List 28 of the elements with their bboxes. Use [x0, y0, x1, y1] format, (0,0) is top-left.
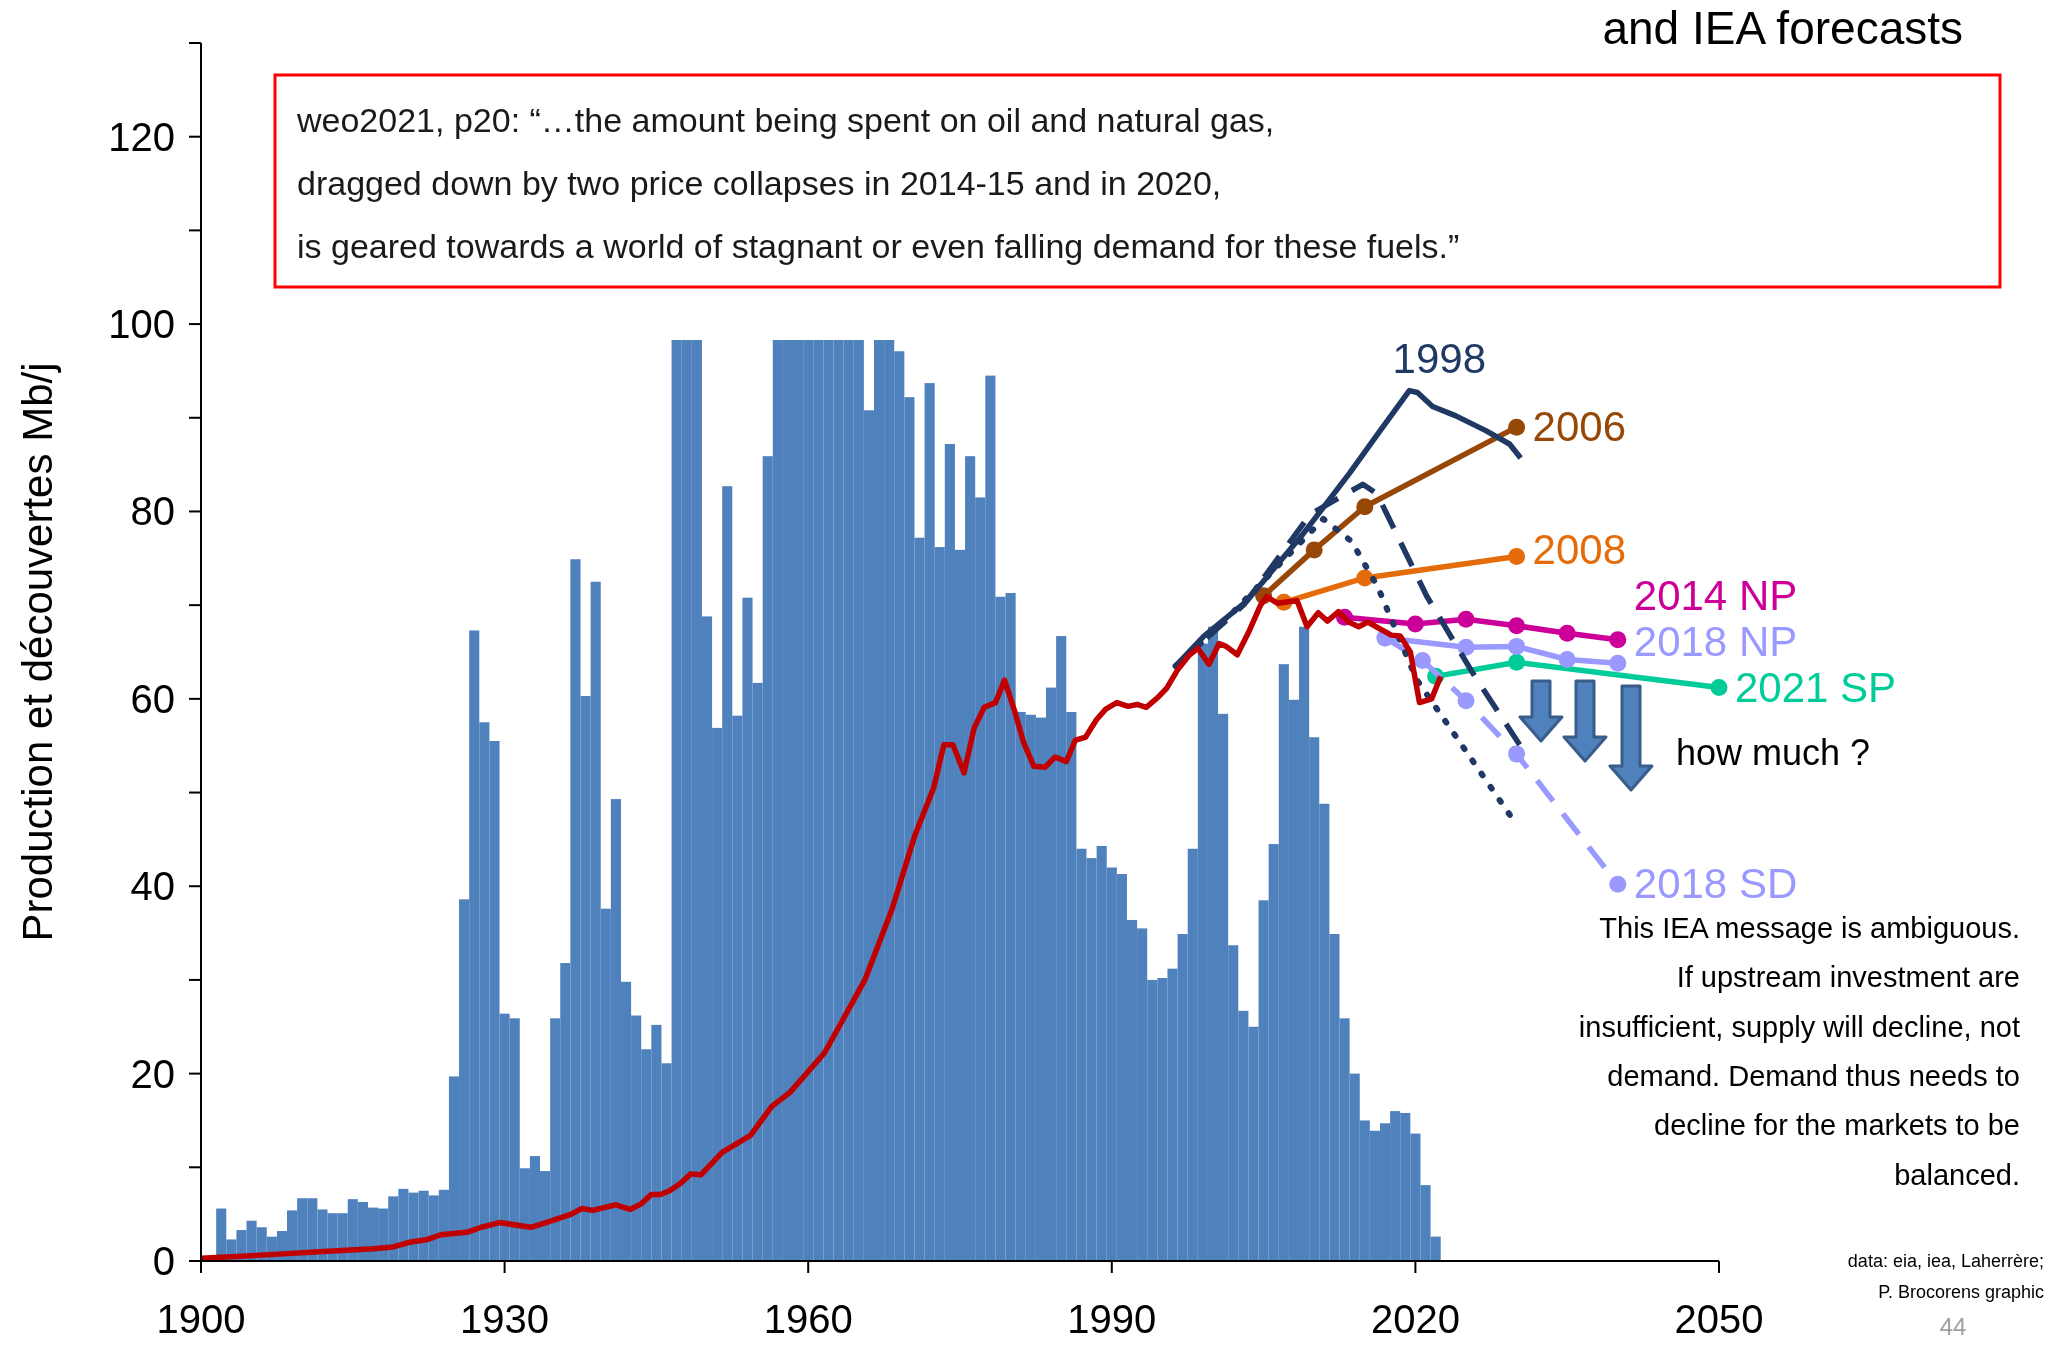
annotation: how much ? [1676, 732, 1871, 773]
chart-title: and IEA forecasts [1602, 2, 1963, 54]
text: 44 [1939, 1313, 1967, 1340]
y-tick-label: 0 [152, 1239, 175, 1283]
series-label: 2018 NP [1633, 617, 1798, 665]
series-label: 2008 [1532, 525, 1627, 573]
series-label: 2006 [1532, 403, 1627, 451]
y-tick-label: 60 [130, 676, 175, 721]
y-axis-title: Production et découvertes Mb/j [14, 362, 61, 942]
annotation: This IEA message is ambiguous. If upstream investment are insufficient, supply will decline, not demand. Demand thus needs to decline for the markets to be balanced. [1578, 912, 2020, 1191]
series-label: 2021 SP [1735, 663, 1897, 711]
series-label: 2018 SD [1633, 860, 1798, 908]
text: data: eia, iea, Laherrère; P. Brocorens graphic [1847, 1251, 2044, 1302]
y-tick-label: 40 [130, 864, 175, 909]
y-tick-label: 100 [108, 302, 175, 347]
x-tick-label: 1900 [156, 1297, 246, 1341]
y-tick-label: 20 [130, 1051, 175, 1096]
y-tick-label: 80 [130, 489, 175, 534]
series-label: 2014 NP [1633, 571, 1798, 619]
series-label: 1998 [1392, 334, 1487, 382]
annotation: weo2021, p20: “…the amount being spent on oil and natural gas, dragged down by two price collapses in 2014-15 and in 2020, is geared towards a world of stagnant or even falling demand for these fuels.” [296, 101, 1460, 265]
x-tick-label: 2050 [1674, 1297, 1764, 1341]
x-tick-label: 1990 [1067, 1297, 1157, 1341]
x-tick-label: 1930 [460, 1297, 550, 1341]
x-tick-label: 1960 [763, 1297, 853, 1341]
x-tick-label: 2020 [1370, 1297, 1460, 1341]
y-tick-label: 120 [108, 114, 175, 159]
quote-box: weo2021, p20: “…the amount being spent on oil and natural gas, dragged down by two price collapses in 2014-15 and in 2020, is geared towards a world of stagnant or even falling demand for these fuels.” [273, 73, 2002, 289]
